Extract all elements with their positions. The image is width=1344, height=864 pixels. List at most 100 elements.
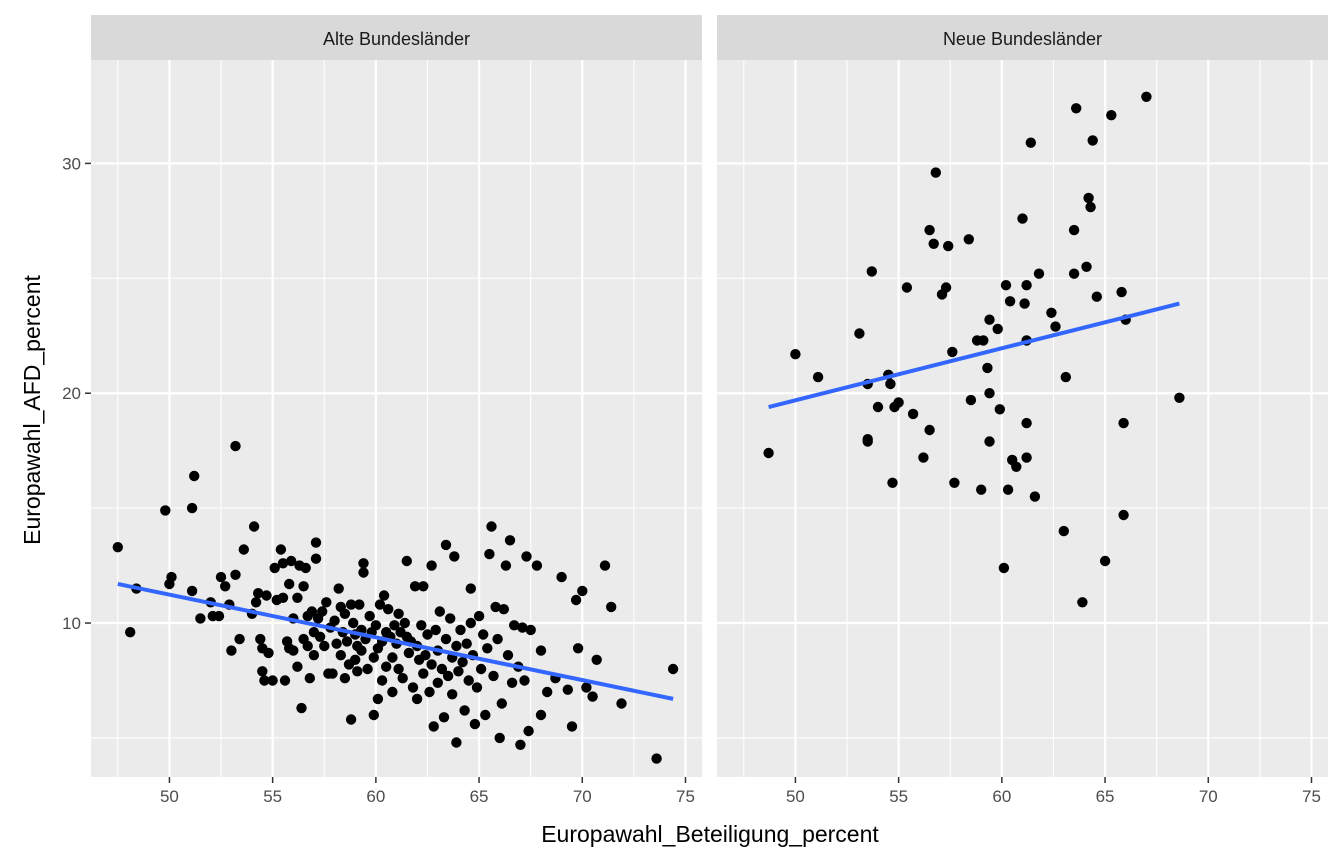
data-point — [469, 718, 481, 730]
data-point — [591, 654, 602, 665]
data-point — [453, 666, 464, 677]
data-point — [1002, 484, 1014, 495]
data-point — [1081, 261, 1092, 272]
data-point — [982, 362, 993, 374]
data-point — [376, 675, 388, 686]
data-point — [319, 640, 330, 652]
data-point — [500, 560, 512, 571]
data-point — [418, 581, 429, 592]
data-point — [426, 560, 437, 571]
data-point — [1118, 509, 1129, 521]
x-tick-label: 60 — [992, 787, 1011, 806]
data-point — [296, 702, 307, 714]
data-point — [943, 240, 954, 252]
data-point — [542, 686, 553, 698]
data-point — [442, 670, 454, 682]
data-point — [310, 553, 322, 564]
data-point — [321, 597, 332, 608]
data-point — [498, 604, 509, 615]
data-point — [279, 675, 291, 686]
data-point — [434, 606, 445, 617]
facets-layer: Alte Bundesländer 50 55 60 65 70 75 10 20 30 Neue … — [62, 15, 1328, 806]
x-tick-label: 55 — [889, 787, 908, 806]
data-point — [368, 709, 379, 721]
data-point — [763, 447, 774, 459]
data-point — [1077, 597, 1088, 608]
data-point — [562, 684, 573, 695]
data-point — [535, 709, 547, 721]
data-point — [519, 675, 530, 686]
data-point — [465, 617, 476, 629]
data-point — [570, 594, 582, 606]
data-point — [426, 659, 437, 670]
data-point — [284, 578, 295, 590]
data-point — [397, 673, 408, 684]
data-point — [314, 631, 326, 642]
data-point — [416, 620, 427, 631]
data-point — [556, 571, 567, 583]
data-point — [866, 266, 877, 277]
data-point — [1000, 280, 1012, 291]
regression-line — [117, 582, 674, 701]
data-point — [112, 542, 124, 553]
data-point — [306, 606, 318, 617]
data-point — [930, 167, 941, 178]
data-point — [947, 346, 958, 358]
data-point — [901, 282, 913, 293]
x-tick-label: 60 — [366, 787, 385, 806]
data-point — [1046, 307, 1057, 318]
data-point — [984, 388, 995, 399]
data-point — [1021, 452, 1032, 463]
data-point — [471, 682, 483, 693]
data-point — [445, 613, 456, 624]
facet-strip-2 — [717, 15, 1328, 60]
data-point — [302, 640, 313, 652]
data-point — [411, 693, 423, 705]
data-point — [1068, 224, 1080, 236]
data-point — [1060, 371, 1072, 383]
data-point — [226, 645, 237, 656]
data-point — [449, 551, 460, 562]
data-point — [1087, 135, 1098, 146]
data-point — [277, 558, 289, 569]
data-point — [531, 560, 543, 571]
data-point — [924, 424, 935, 436]
data-point — [606, 601, 617, 613]
data-point — [267, 675, 278, 686]
x-tick-label: 50 — [786, 787, 805, 806]
data-point — [248, 521, 260, 532]
data-point — [370, 620, 382, 631]
data-point — [496, 698, 507, 709]
data-point — [186, 502, 198, 514]
x-tick-label: 70 — [573, 787, 592, 806]
x-tick-label: 65 — [1096, 787, 1115, 806]
data-point — [924, 224, 935, 236]
data-point — [940, 282, 952, 293]
data-point — [310, 537, 322, 548]
data-point — [234, 633, 245, 645]
data-point — [1033, 268, 1045, 279]
data-point — [651, 753, 662, 764]
data-point — [521, 551, 532, 562]
data-point — [1083, 192, 1094, 204]
data-point — [356, 645, 367, 656]
data-point — [368, 652, 379, 663]
data-point — [1174, 392, 1185, 403]
data-point — [1029, 491, 1041, 502]
data-point — [978, 335, 989, 346]
data-point — [581, 682, 592, 693]
data-point — [1004, 296, 1016, 307]
data-point — [440, 633, 452, 645]
data-point — [195, 613, 206, 624]
data-point — [292, 592, 303, 603]
data-point — [253, 588, 264, 599]
data-point — [125, 627, 136, 638]
data-point — [339, 673, 351, 684]
data-point — [300, 562, 311, 574]
data-point — [509, 620, 520, 631]
x-tick-label: 50 — [160, 787, 179, 806]
x-axis-title: Europawahl_Beteiligung_percent — [541, 821, 879, 847]
data-point — [490, 601, 501, 613]
data-point — [535, 645, 547, 656]
data-point — [393, 608, 404, 619]
